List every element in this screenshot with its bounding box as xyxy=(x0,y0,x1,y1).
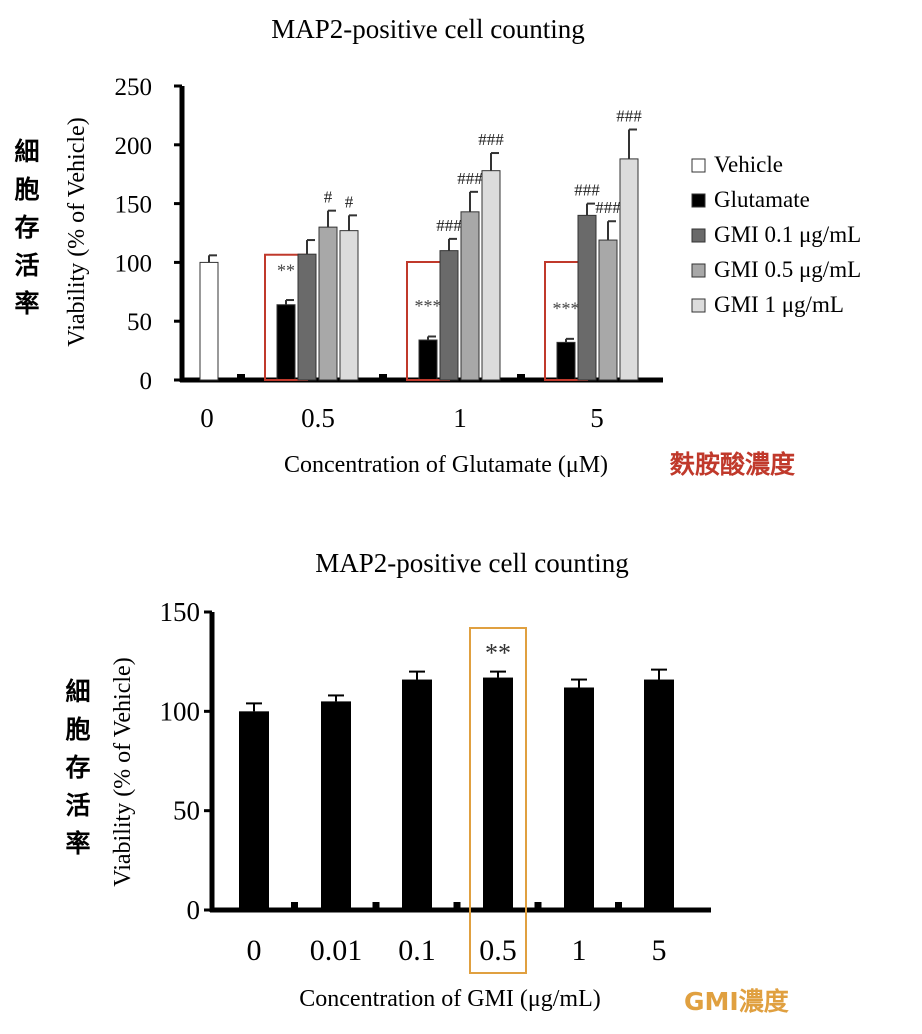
chart1-bar xyxy=(481,170,501,381)
chart1-annotation: ** xyxy=(277,261,295,281)
chart2-highlight-box xyxy=(469,627,527,974)
chart1-annotation: # xyxy=(345,192,354,211)
chart2-xlabel-zh: GMI濃度 xyxy=(684,987,789,1016)
chart2-annotation: ** xyxy=(485,639,511,668)
chart2-plot: 0 50 100 150 0 0.01 0.1 0.5 ** 1 5 xyxy=(160,597,711,974)
chart1-y-tick-label: 200 xyxy=(115,133,153,160)
chart2-x-tick-label: 0 xyxy=(247,934,262,967)
chart1-bar xyxy=(199,261,219,381)
chart1-bar xyxy=(318,226,338,381)
chart1-legend-swatch xyxy=(691,158,706,173)
chart1-bar xyxy=(577,214,597,381)
chart1-y-tick-label: 150 xyxy=(115,192,153,219)
chart1-bar xyxy=(439,250,459,381)
chart1-bar xyxy=(339,230,359,381)
chart1-annotation: *** xyxy=(553,298,580,318)
chart1-xlabel: Concentration of Glutamate (μM) xyxy=(284,452,608,478)
chart1-y-tick-label: 0 xyxy=(140,368,153,395)
chart2-y-tick-label: 0 xyxy=(187,895,201,925)
chart2-bar xyxy=(402,679,432,910)
chart1-x-minor-tick xyxy=(517,374,525,380)
chart2-ylabel-zh: 細胞存活率 xyxy=(65,677,90,858)
chart1-annotation: ### xyxy=(595,198,621,217)
chart1-title: MAP2-positive cell counting xyxy=(271,14,584,44)
chart1-annotation: *** xyxy=(415,296,442,316)
chart2-x-minor-tick xyxy=(291,902,298,910)
chart2-bar xyxy=(564,687,594,910)
chart1-xlabel-zh: 麩胺酸濃度 xyxy=(669,450,795,479)
chart2-y-tick-label: 150 xyxy=(160,597,201,627)
chart1-y-tick-label: 50 xyxy=(127,309,152,336)
chart1-annotation: ### xyxy=(574,181,600,200)
chart2-x-minor-tick xyxy=(453,902,461,910)
chart1-bar xyxy=(276,304,296,381)
chart2-x-tick-label: 1 xyxy=(572,934,587,967)
chart1-y-tick-label: 250 xyxy=(115,74,153,101)
chart2-x-minor-tick xyxy=(372,902,380,910)
chart2-bar xyxy=(239,711,269,910)
chart1-legend-label: GMI 0.1 μg/mL xyxy=(714,222,861,247)
chart1-legend: Vehicle Glutamate GMI 0.1 μg/mL GMI 0.5 μg/… xyxy=(691,152,861,317)
chart2-x-tick-label: 5 xyxy=(652,934,667,967)
chart2-x-tick-label: 0.1 xyxy=(398,934,436,967)
chart2-bar xyxy=(483,677,513,910)
chart1-annotation: ### xyxy=(436,216,462,235)
chart2-bar xyxy=(644,679,674,910)
chart1-bar xyxy=(556,341,576,381)
chart1-annotation: ### xyxy=(616,107,642,126)
chart2-x-tick-label: 0.01 xyxy=(310,934,363,967)
chart1-x-tick-label: 1 xyxy=(453,403,467,433)
chart1-x-tick-label: 0 xyxy=(200,403,214,433)
chart1-x-tick-label: 0.5 xyxy=(301,403,335,433)
chart1-legend-swatch xyxy=(691,263,706,278)
chart1-legend-label: Vehicle xyxy=(714,152,783,177)
chart2-x-minor-tick xyxy=(615,902,622,910)
chart1-legend-swatch xyxy=(691,228,706,243)
chart1-legend-swatch xyxy=(691,193,706,208)
chart2-x-minor-tick xyxy=(534,902,542,910)
chart2-y-tick-label: 50 xyxy=(173,796,200,826)
chart1-legend-label: GMI 0.5 μg/mL xyxy=(714,257,861,282)
chart2-x-tick-label: 0.5 xyxy=(479,934,517,967)
chart1-annotation: ### xyxy=(457,169,483,188)
chart1-ylabel: Viability (% of Vehicle) xyxy=(64,117,90,346)
chart2-xlabel: Concentration of GMI (μg/mL) xyxy=(299,986,600,1012)
chart1-bar xyxy=(460,211,480,381)
chart1-legend-label: Glutamate xyxy=(714,187,810,212)
chart1-legend-swatch xyxy=(691,298,706,313)
chart1-x-minor-tick xyxy=(237,374,245,380)
chart1-bar xyxy=(418,339,438,381)
chart1-x-tick-label: 5 xyxy=(590,403,604,433)
chart1-x-minor-tick xyxy=(379,374,387,380)
chart1-annotation: ### xyxy=(478,130,504,149)
chart1-annotation: # xyxy=(324,188,333,207)
chart-glutamate: MAP2-positive cell counting Viability (%… xyxy=(14,14,861,479)
chart-gmi: MAP2-positive cell counting Viability (%… xyxy=(65,548,788,1016)
chart2-y-tick-label: 100 xyxy=(160,696,201,726)
chart1-y-tick-label: 100 xyxy=(115,250,153,277)
chart1-bar xyxy=(598,239,618,381)
chart2-title: MAP2-positive cell counting xyxy=(315,548,628,578)
chart1-legend-label: GMI 1 μg/mL xyxy=(714,292,844,317)
chart2-bar xyxy=(321,701,351,910)
chart2-ylabel: Viability (% of Vehicle) xyxy=(110,657,136,886)
chart1-bar xyxy=(297,253,317,381)
chart1-bar xyxy=(619,158,639,381)
chart1-ylabel-zh: 細胞存活率 xyxy=(14,137,39,318)
